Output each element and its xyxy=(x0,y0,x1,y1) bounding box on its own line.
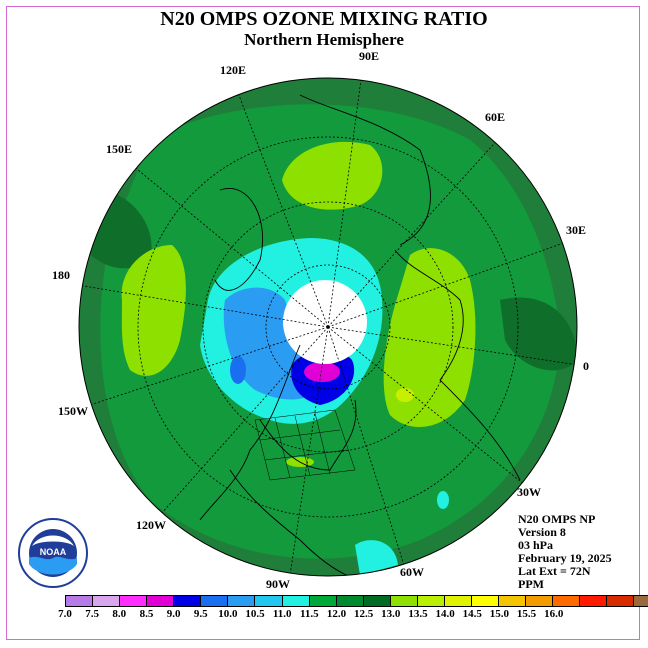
lon-label-30e: 30E xyxy=(566,223,587,237)
lon-label-150w: 150W xyxy=(58,404,88,418)
lon-label-120e: 120E xyxy=(220,63,247,77)
lon-label-120w: 120W xyxy=(136,518,166,532)
colorbar-swatch xyxy=(66,596,94,606)
info-units: PPM xyxy=(518,577,544,591)
colorbar-tick-label: 14.0 xyxy=(435,608,455,620)
polar-hole xyxy=(283,280,367,364)
colorbar-tick-label: 11.0 xyxy=(272,608,292,620)
lon-label-60w: 60W xyxy=(400,565,424,579)
colorbar-swatch xyxy=(471,596,499,606)
colorbar-tick-label: 10.5 xyxy=(245,608,265,620)
field-cyan-spot-se xyxy=(355,540,398,575)
field-yellow-spot xyxy=(396,388,414,402)
colorbar-tick-label: 15.0 xyxy=(489,608,510,620)
colorbar-tick-label: 9.5 xyxy=(193,608,208,620)
info-version: Version 8 xyxy=(518,525,566,539)
colorbar xyxy=(65,595,648,607)
colorbar-tick-label: 8.0 xyxy=(112,608,127,620)
field-magenta-core xyxy=(304,362,340,382)
colorbar-tick-label: 16.0 xyxy=(544,608,564,620)
lon-label-90e: 90E xyxy=(359,49,380,63)
colorbar-tick-label: 12.5 xyxy=(354,608,374,620)
colorbar-swatch xyxy=(499,596,527,606)
colorbar-swatch xyxy=(147,596,175,606)
colorbar-tick-label: 8.5 xyxy=(139,608,154,620)
lon-label-30w: 30W xyxy=(517,485,541,499)
colorbar-swatch xyxy=(553,596,581,606)
lon-label-90w: 90W xyxy=(266,577,290,591)
lon-label-150e: 150E xyxy=(106,142,133,156)
colorbar-swatch xyxy=(607,596,635,606)
graticule xyxy=(79,78,577,576)
colorbar-swatch xyxy=(390,596,418,606)
map-info: N20 OMPS NP Version 8 03 hPa February 19… xyxy=(518,513,612,591)
colorbar-swatch xyxy=(336,596,364,606)
colorbar-tick-label: 10.0 xyxy=(218,608,238,620)
colorbar-swatch xyxy=(363,596,391,606)
coastlines xyxy=(199,94,521,576)
colorbar-tick-label: 14.5 xyxy=(462,608,482,620)
field-light-green-west xyxy=(121,245,186,376)
colorbar-swatch xyxy=(580,596,608,606)
colorbar-tick-label: 13.0 xyxy=(381,608,401,620)
field-light-green-north xyxy=(282,141,383,210)
colorbar-swatch xyxy=(228,596,256,606)
usa-grid xyxy=(254,409,356,481)
info-pressure-level: 03 hPa xyxy=(518,538,554,552)
colorbar-swatch xyxy=(174,596,202,606)
colorbar-swatch xyxy=(120,596,148,606)
info-product: N20 OMPS NP xyxy=(518,512,596,526)
info-lat-ext: Lat Ext = 72N xyxy=(518,564,591,578)
colorbar-swatch xyxy=(201,596,229,606)
info-date: February 19, 2025 xyxy=(518,551,612,565)
colorbar-tick-label: 15.5 xyxy=(516,608,537,620)
map-subtitle: Northern Hemisphere xyxy=(244,30,404,49)
colorbar-swatch xyxy=(309,596,337,606)
colorbar-swatch xyxy=(93,596,121,606)
colorbar-tick-label: 12.0 xyxy=(326,608,347,620)
map-boundary xyxy=(78,77,578,577)
field-blue-spot xyxy=(230,356,246,384)
colorbar-tick-label: 7.0 xyxy=(58,608,72,620)
colorbar-swatch xyxy=(255,596,283,606)
colorbar-tick-label: 11.5 xyxy=(300,608,319,620)
lon-label-180: 180 xyxy=(52,268,70,282)
colorbar-tick-label: 9.0 xyxy=(166,608,181,620)
colorbar-tick-label: 13.5 xyxy=(408,608,428,620)
field-cyan-spot-e xyxy=(437,491,449,509)
colorbar-swatch xyxy=(282,596,310,606)
field-light-green-east xyxy=(383,248,476,427)
noaa-logo: NOAA xyxy=(18,518,88,588)
figure-frame xyxy=(6,6,640,640)
colorbar-swatch xyxy=(444,596,472,606)
colorbar-swatch xyxy=(526,596,554,606)
colorbar-swatch xyxy=(417,596,445,606)
colorbar-tick-label: 7.5 xyxy=(85,608,100,620)
colorbar-swatch xyxy=(634,596,648,606)
map-title: N20 OMPS OZONE MIXING RATIO xyxy=(160,8,488,30)
noaa-logo-text: NOAA xyxy=(40,547,67,557)
lon-label-60e: 60E xyxy=(485,110,506,124)
lon-label-0: 0 xyxy=(583,359,589,373)
field-dark-patch-e xyxy=(500,297,577,371)
